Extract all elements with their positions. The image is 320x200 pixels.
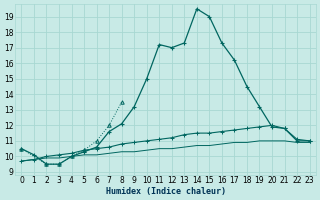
X-axis label: Humidex (Indice chaleur): Humidex (Indice chaleur): [106, 187, 226, 196]
